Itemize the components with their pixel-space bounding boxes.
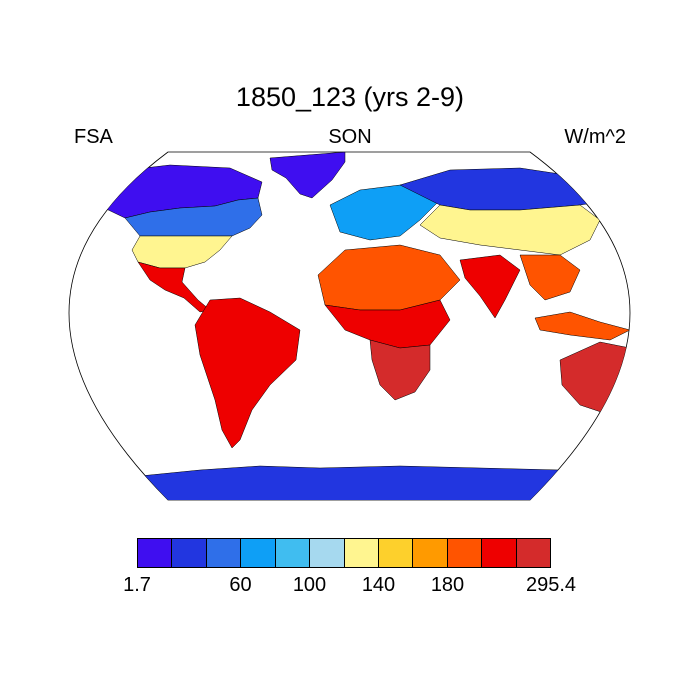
land-greenland — [269, 152, 346, 199]
season-label: SON — [328, 126, 372, 148]
land-usa — [131, 235, 233, 269]
colorbar-swatch-2 — [172, 539, 207, 567]
colorbar-swatch-4 — [241, 539, 276, 567]
plot-title: 1850_123 (yrs 2-9) — [235, 82, 465, 112]
land-southern-africa — [369, 339, 431, 401]
colorbar-swatch-10 — [447, 539, 483, 567]
colorbar-tick-label: 140 — [361, 574, 396, 596]
colorbar-tick-label: 60 — [229, 574, 252, 596]
land-south-america — [194, 297, 301, 449]
colorbar-tick-label: 295.4 — [525, 574, 577, 596]
colorbar-swatch-7 — [344, 539, 379, 567]
land-central-asia — [419, 204, 601, 256]
colorbar-swatch-1 — [138, 539, 173, 567]
land-antarctica — [99, 465, 601, 500]
colorbar-swatch-8 — [378, 539, 414, 567]
colorbar-tick-label: 180 — [430, 574, 465, 596]
colorbar-tick-label: 1.7 — [123, 574, 151, 596]
land-india — [459, 254, 521, 319]
colorbar-swatch-9 — [413, 539, 448, 567]
colorbar-swatch-11 — [482, 539, 517, 567]
land-australia — [559, 341, 630, 416]
variable-label: FSA — [74, 126, 113, 148]
colorbar-swatch-6 — [310, 539, 345, 567]
land-southeast-asia — [519, 254, 581, 301]
colorbar — [137, 538, 551, 568]
colorbar-swatch-3 — [206, 539, 242, 567]
colorbar-swatch-12 — [516, 539, 551, 567]
units-label: W/m^2 — [564, 126, 626, 148]
land-central-africa — [324, 299, 451, 349]
land-indonesia — [534, 311, 630, 341]
colorbar-tick-label: 100 — [292, 574, 327, 596]
colorbar-swatch-5 — [275, 539, 311, 567]
land-europe — [329, 184, 441, 241]
